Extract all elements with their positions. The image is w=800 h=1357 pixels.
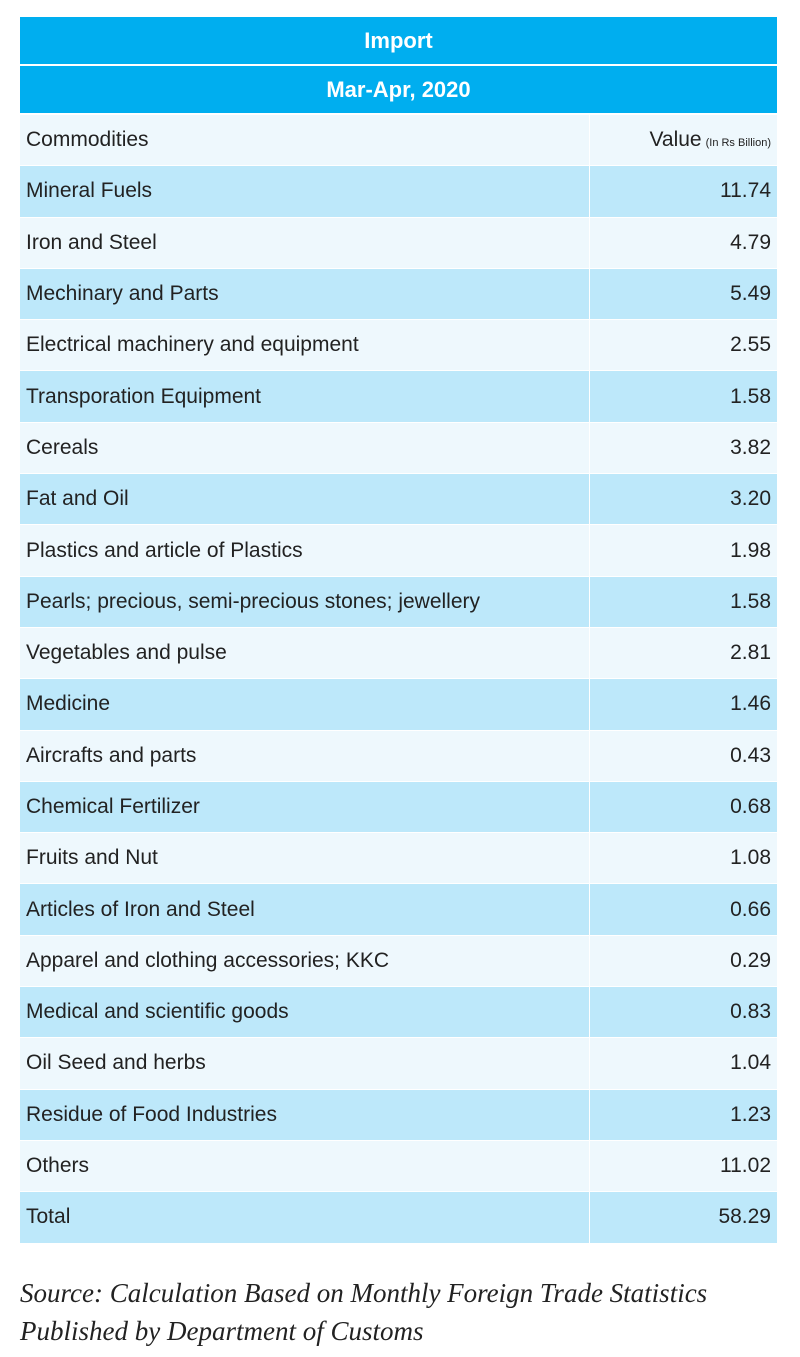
commodity-name: Transporation Equipment bbox=[20, 371, 590, 422]
table-row: Transporation Equipment 1.58 bbox=[20, 371, 777, 423]
table-row: Mechinary and Parts 5.49 bbox=[20, 268, 777, 321]
table-row: Fruits and Nut 1.08 bbox=[20, 833, 777, 885]
source-note: Source: Calculation Based on Monthly For… bbox=[20, 1278, 708, 1346]
table-row: Residue of Food Industries 1.23 bbox=[20, 1089, 777, 1141]
commodity-value: 3.82 bbox=[730, 435, 771, 459]
commodity-value: 1.58 bbox=[730, 589, 771, 613]
table-row: Plastics and article of Plastics 1.98 bbox=[20, 525, 777, 577]
table-row: Fat and Oil 3.20 bbox=[20, 474, 777, 526]
commodity-name: Articles of Iron and Steel bbox=[20, 884, 590, 935]
table-row: Mineral Fuels 11.74 bbox=[20, 166, 777, 218]
commodity-value: 0.66 bbox=[730, 897, 771, 921]
commodity-value: 1.08 bbox=[730, 846, 771, 870]
commodity-name: Plastics and article of Plastics bbox=[20, 525, 590, 576]
table-row: Cereals 3.82 bbox=[20, 422, 777, 475]
commodity-value: 1.23 bbox=[730, 1102, 771, 1126]
table-body: Mineral Fuels 11.74 Iron and Steel 4.79 Mech… bbox=[20, 166, 777, 1193]
total-value: 58.29 bbox=[718, 1205, 771, 1229]
commodity-value: 1.04 bbox=[730, 1051, 771, 1075]
commodity-value: 3.20 bbox=[730, 487, 771, 511]
commodity-name: Medical and scientific goods bbox=[20, 987, 590, 1038]
value-label: Value bbox=[649, 128, 702, 152]
commodity-name: Apparel and clothing accessories; KKC bbox=[20, 935, 590, 987]
commodity-name: Chemical Fertilizer bbox=[20, 781, 590, 833]
commodity-name: Fruits and Nut bbox=[20, 833, 590, 884]
commodity-name: Others bbox=[20, 1140, 590, 1192]
import-table: Import Mar-Apr, 2020 Commodities Value (… bbox=[20, 17, 777, 1244]
table-row: Medical and scientific goods 0.83 bbox=[20, 987, 777, 1039]
commodity-value: 1.98 bbox=[730, 538, 771, 562]
total-row: Total 58.29 bbox=[20, 1192, 777, 1244]
table-title: Import bbox=[20, 17, 777, 66]
table-row: Others 11.02 bbox=[20, 1140, 777, 1193]
commodity-name: Aircrafts and parts bbox=[20, 730, 590, 781]
commodity-value: 11.74 bbox=[720, 179, 771, 203]
commodity-name: Medicine bbox=[20, 679, 590, 730]
table-row: Vegetables and pulse 2.81 bbox=[20, 627, 777, 680]
table-row: Electrical machinery and equipment 2.55 bbox=[20, 320, 777, 372]
table-row: Apparel and clothing accessories; KKC 0.2… bbox=[20, 935, 777, 988]
table-row: Articles of Iron and Steel 0.66 bbox=[20, 884, 777, 936]
commodity-value: 11.02 bbox=[720, 1154, 771, 1178]
commodity-name: Residue of Food Industries bbox=[20, 1089, 590, 1140]
commodity-value: 0.83 bbox=[730, 1000, 771, 1024]
commodity-value: 1.58 bbox=[730, 384, 771, 408]
table-header-row: Commodities Value (In Rs Billion) bbox=[20, 115, 777, 167]
commodity-name: Iron and Steel bbox=[20, 217, 590, 268]
commodity-value: 0.29 bbox=[730, 948, 771, 972]
commodity-value: 1.46 bbox=[730, 692, 771, 716]
commodity-value: 0.68 bbox=[730, 795, 771, 818]
commodity-name: Cereals bbox=[20, 422, 590, 474]
commodity-name: Vegetables and pulse bbox=[20, 627, 590, 679]
table-row: Iron and Steel 4.79 bbox=[20, 217, 777, 269]
commodity-value: 2.81 bbox=[730, 641, 771, 665]
table-row: Oil Seed and herbs 1.04 bbox=[20, 1038, 777, 1090]
commodity-value: 5.49 bbox=[730, 282, 771, 306]
commodity-value: 2.55 bbox=[730, 333, 771, 357]
table-row: Chemical Fertilizer 0.68 bbox=[20, 781, 777, 834]
commodity-value: 0.43 bbox=[730, 743, 771, 767]
commodity-name: Oil Seed and herbs bbox=[20, 1038, 590, 1089]
commodity-value: 4.79 bbox=[730, 230, 771, 254]
commodity-name: Mechinary and Parts bbox=[20, 268, 590, 320]
total-label: Total bbox=[20, 1192, 590, 1243]
table-row: Pearls; precious, semi-precious stones; … bbox=[20, 576, 777, 628]
commodity-name: Mineral Fuels bbox=[20, 166, 590, 217]
commodity-name: Pearls; precious, semi-precious stones; … bbox=[20, 576, 590, 627]
column-header-value: Value (In Rs Billion) bbox=[590, 115, 777, 165]
table-row: Aircrafts and parts 0.43 bbox=[20, 730, 777, 782]
value-unit: (In Rs Billion) bbox=[705, 136, 771, 149]
table-row: Medicine 1.46 bbox=[20, 679, 777, 731]
commodity-name: Electrical machinery and equipment bbox=[20, 320, 590, 371]
column-header-commodities: Commodities bbox=[20, 115, 590, 166]
commodity-name: Fat and Oil bbox=[20, 474, 590, 525]
table-period: Mar-Apr, 2020 bbox=[20, 66, 777, 115]
